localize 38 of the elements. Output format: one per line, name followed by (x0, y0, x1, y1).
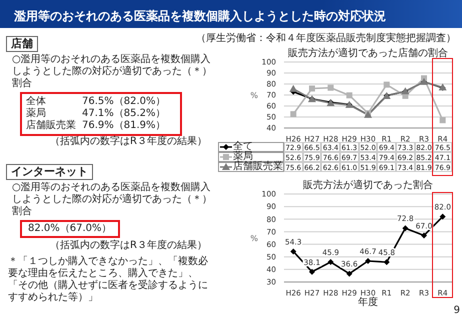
text: ○濫用等のおそれのある医薬品を複数個購入しようとした際の対応が適切であった（＊）割合 (12, 182, 212, 218)
point (309, 86, 315, 92)
point (346, 270, 352, 277)
text: （厚生労働省：令和４年度医薬品販売制度実態把握調査） (196, 32, 456, 45)
y-axis-title: % (250, 234, 258, 243)
point (309, 268, 315, 275)
chart-title: 販売方法が適切であった割合 (302, 178, 434, 192)
text: 全体 76.5%（82.0%） (26, 96, 166, 107)
text: ＊「１つしか購入できなかった」、「複数必要な理由を伝えたところ、購入できた」、「その他（購入せずに医者を受診するようにすすめられた等）」 (8, 256, 209, 304)
point (328, 259, 334, 266)
point (290, 111, 296, 118)
point (421, 232, 427, 238)
legend-label: 薬局 (233, 151, 253, 162)
point (346, 92, 352, 98)
point (384, 82, 390, 88)
text: 薬局 47.1%（85.2%） (26, 108, 166, 119)
text: （括弧内の数字はR３年度の結果） (50, 136, 208, 148)
text: インターネット (6, 164, 93, 180)
point (290, 248, 296, 254)
text: ○濫用等のおそれのある医薬品を複数個購入しようとした際の対応が適切であった（＊）割合 (12, 54, 212, 90)
point (365, 258, 371, 264)
chart-title: 販売方法が適切であった店舗の割合 (287, 46, 449, 60)
text: 店舗 (6, 36, 38, 52)
point (402, 225, 408, 232)
text: 82.0%（67.0%） (20, 220, 120, 238)
point (289, 84, 298, 92)
point (440, 214, 446, 220)
text: 9 (454, 305, 460, 316)
x-axis-title: 年度 (357, 297, 379, 309)
text: 店舗販売業 76.9%（81.9%） (26, 120, 166, 132)
point (440, 117, 446, 124)
text: 濫用等のおそれのある医薬品を複数個購入しようとした時の対応状況 (14, 8, 386, 25)
point (328, 84, 334, 91)
y-axis-title: % (250, 90, 258, 100)
legend-label: 全て (233, 141, 253, 152)
point (384, 259, 390, 266)
legend-label: 店舗販売業 (233, 161, 283, 172)
text: （括弧内の数字はR３年度の結果） (50, 240, 208, 252)
